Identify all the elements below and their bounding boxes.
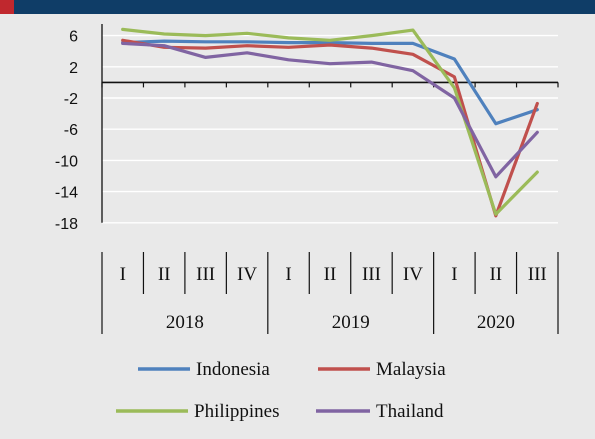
y-tick-label: -2 <box>64 91 78 108</box>
y-tick-label: 2 <box>69 60 78 77</box>
quarter-label: I <box>120 264 126 285</box>
legend-label-thailand: Thailand <box>376 401 444 422</box>
quarter-label: IV <box>237 264 257 285</box>
quarter-label: III <box>528 264 547 285</box>
quarter-label: I <box>451 264 457 285</box>
header-bar <box>0 0 595 14</box>
y-tick-label: -18 <box>55 216 78 233</box>
quarter-label: III <box>362 264 381 285</box>
y-tick-label: -6 <box>64 122 78 139</box>
header-accent <box>0 0 14 14</box>
series-line-thailand <box>121 41 539 179</box>
quarter-label: IV <box>403 264 423 285</box>
legend-label-indonesia: Indonesia <box>196 359 270 380</box>
year-label: 2020 <box>477 312 515 333</box>
quarter-label: II <box>324 264 337 285</box>
quarter-label: I <box>285 264 291 285</box>
year-label: 2019 <box>332 312 370 333</box>
y-tick-label: -10 <box>55 153 78 170</box>
legend-label-philippines: Philippines <box>194 401 280 422</box>
quarter-label: II <box>158 264 171 285</box>
y-tick-label: 6 <box>69 29 78 46</box>
series-line-philippines <box>121 27 539 216</box>
legend-label-malaysia: Malaysia <box>376 359 446 380</box>
quarter-label: II <box>489 264 502 285</box>
year-label: 2018 <box>166 312 204 333</box>
y-tick-label: -14 <box>55 185 78 202</box>
quarter-label: III <box>196 264 215 285</box>
series-line-indonesia <box>121 39 539 126</box>
